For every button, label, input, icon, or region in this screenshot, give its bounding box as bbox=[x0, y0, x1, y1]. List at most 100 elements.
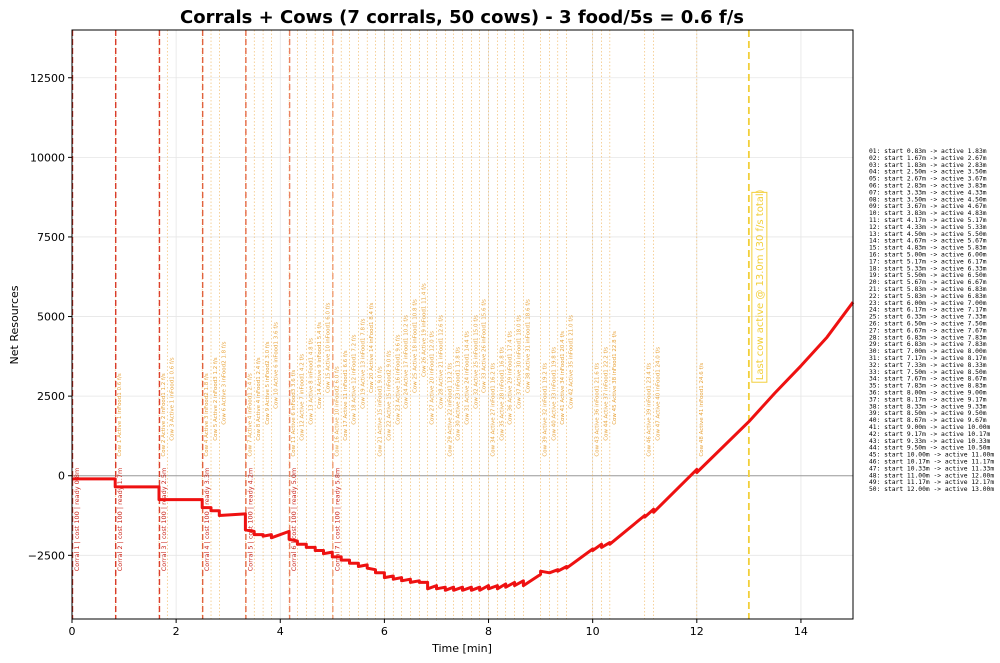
cow-label: Cow 48 Active 41 inFood1 24.6 f/s bbox=[699, 363, 705, 457]
cow-label: Cow 14 Active 9 inFood1 5.4 f/s bbox=[317, 322, 323, 409]
cow-label: Cow 38 Active 31 inFood1 18.6 f/s bbox=[525, 299, 531, 393]
axis-ticks: 0 2 4 6 8 10 12 14 −2500 0 2500 5000 7500 10000 12500 bbox=[28, 72, 808, 638]
schedule-entry: 45: start 10.00m -> active 11.00m bbox=[869, 452, 994, 459]
plot-frame bbox=[71, 29, 854, 620]
schedule-entry: 36: start 8.00m -> active 9.00m bbox=[869, 390, 987, 397]
schedule-entry: 07: start 3.33m -> active 4.33m bbox=[869, 189, 987, 196]
schedule-entry: 22: start 5.83m -> active 6.83m bbox=[869, 293, 987, 300]
cow-label: Cow 37 Active 30 inFood1 18.0 f/s bbox=[517, 315, 523, 409]
cow-label: Cow 40 Active 33 inFood1 19.8 f/s bbox=[551, 347, 557, 441]
schedule-entry: 16: start 5.00m -> active 6.00m bbox=[869, 252, 987, 259]
cow-label: Cow 21 Active 15 inFood1 9.0 f/s bbox=[378, 366, 384, 456]
schedule-entry: 32: start 7.33m -> active 8.33m bbox=[869, 362, 987, 369]
schedule-entry: 09: start 3.67m -> active 4.67m bbox=[869, 203, 987, 210]
x-tick-label: 8 bbox=[485, 625, 492, 638]
cow-label: Cow 35 Active 28 inFood1 16.8 f/s bbox=[499, 347, 505, 441]
x-tick-label: 0 bbox=[69, 625, 76, 638]
schedule-entry: 26: start 6.50m -> active 7.50m bbox=[869, 321, 987, 328]
cow-label: Cow 45 Active 38 inFood1 22.8 f/s bbox=[612, 331, 618, 425]
cow-label: Cow 5 Active 2 inFood3 1.2 f/s bbox=[213, 357, 219, 440]
cow-label: Cow 32 Active 25 inFood1 15.0 f/s bbox=[473, 315, 479, 409]
schedule-entry: 30: start 7.00m -> active 8.00m bbox=[869, 348, 987, 355]
corral-label: Corral 2 | cost 100 | ready 1.7m bbox=[116, 468, 124, 572]
cow-label: Cow 30 Active 23 inFood1 13.8 f/s bbox=[456, 347, 462, 441]
cow-label: Cow 26 Active 19 inFood1 11.4 f/s bbox=[421, 283, 427, 377]
corral-label: Corral 3 | cost 100 | ready 2.5m bbox=[160, 468, 168, 572]
cow-label: Cow 25 Active 18 inFood1 10.8 f/s bbox=[412, 299, 418, 393]
chart-title: Corrals + Cows (7 corrals, 50 cows) - 3 … bbox=[180, 7, 744, 28]
last-cow-box bbox=[751, 191, 768, 383]
cow-label: Cow 7 Active 4 inFood1 2.4 f/s bbox=[247, 373, 253, 456]
schedule-entry: 17: start 5.17m -> active 6.17m bbox=[869, 258, 987, 265]
schedule-entry: 35: start 7.83m -> active 8.83m bbox=[869, 383, 987, 390]
cow-label: Cow 28 Active 21 inFood1 12.6 f/s bbox=[438, 315, 444, 409]
cow-label: Cow 41 Active 34 inFood1 20.4 f/s bbox=[560, 331, 566, 425]
cow-label: Cow 27 Active 20 inFood1 12.0 f/s bbox=[430, 331, 436, 425]
schedule-entry: 38: start 8.33m -> active 9.33m bbox=[869, 403, 987, 410]
schedule-entry: 05: start 2.67m -> active 3.67m bbox=[869, 176, 987, 183]
schedule-entry: 19: start 5.50m -> active 6.50m bbox=[869, 272, 987, 279]
x-tick-label: 2 bbox=[173, 625, 180, 638]
schedule-entry: 02: start 1.67m -> active 2.67m bbox=[869, 155, 987, 162]
schedule-entry: 25: start 6.33m -> active 7.33m bbox=[869, 314, 987, 321]
x-axis-label: Time [min] bbox=[431, 642, 492, 655]
cow-label: Cow 15 Active 10 inFood1 6.0 f/s bbox=[325, 303, 331, 393]
corral-label: Corral 5 | cost 100 | ready 4.2m bbox=[246, 468, 254, 572]
schedule-entry: 27: start 6.67m -> active 7.67m bbox=[869, 327, 987, 334]
schedule-entry: 31: start 7.17m -> active 8.17m bbox=[869, 355, 987, 362]
schedule-entry: 04: start 2.50m -> active 3.50m bbox=[869, 169, 987, 176]
schedule-entry: 11: start 4.17m -> active 5.17m bbox=[869, 217, 987, 224]
cow-labels: Cow 1 Active 1 inFood1 0.6 f/s Cow 2 Acti… bbox=[117, 283, 705, 457]
schedule-entry: 15: start 4.83m -> active 5.83m bbox=[869, 245, 987, 252]
schedule-entry: 47: start 10.33m -> active 11.33m bbox=[869, 465, 994, 472]
schedule-entry: 33: start 7.50m -> active 8.50m bbox=[869, 369, 987, 376]
schedule-entry: 14: start 4.67m -> active 5.67m bbox=[869, 238, 987, 245]
cow-label: Cow 19 Active 13 inFood1 7.8 f/s bbox=[360, 318, 366, 408]
cow-label: Cow 29 Active 22 inFood1 13.2 f/s bbox=[447, 363, 453, 457]
y-tick-label: 0 bbox=[58, 470, 65, 483]
schedule-entry: 40: start 8.67m -> active 9.67m bbox=[869, 417, 987, 424]
cow-label: Cow 24 Active 17 inFood1 10.2 f/s bbox=[404, 315, 410, 409]
y-tick-label: 10000 bbox=[30, 151, 65, 164]
cow-label: Cow 46 Active 39 inFood1 23.4 f/s bbox=[647, 363, 653, 457]
cow-label: Cow 1 Active 1 inFood1 0.6 f/s bbox=[117, 373, 123, 456]
schedule-entry: 01: start 0.83m -> active 1.83m bbox=[869, 148, 987, 155]
cow-label: Cow 18 Active 12 inFood1 7.2 f/s bbox=[352, 334, 358, 424]
last-cow-marker: Last cow active @ 13.0m (30 f/s total) bbox=[747, 30, 768, 619]
cow-label: Cow 23 Active 16 inFood1 9.6 f/s bbox=[395, 334, 401, 424]
corral-label: Corral 4 | cost 100 | ready 3.3m bbox=[203, 468, 211, 572]
schedule-entry: 29: start 6.83m -> active 7.83m bbox=[869, 341, 987, 348]
schedule-entry: 49: start 11.17m -> active 12.17m bbox=[869, 479, 994, 486]
schedule-entry: 28: start 6.83m -> active 7.83m bbox=[869, 334, 987, 341]
cow-label: Cow 3 Active 1 inFood1 0.6 f/s bbox=[169, 357, 175, 440]
cow-label: Cow 33 Active 26 inFood1 15.6 f/s bbox=[482, 299, 488, 393]
corral-label: Corral 1 | cost 100 | ready 0.8m bbox=[73, 468, 81, 572]
schedule-entry: 48: start 11.00m -> active 12.00m bbox=[869, 472, 994, 479]
cow-label: Cow 13 Active 8 inFood1 4.8 f/s bbox=[308, 338, 314, 425]
y-tick-label: 12500 bbox=[30, 72, 65, 85]
corral-labels: Corral 1 | cost 100 | ready 0.8m Corral 2… bbox=[73, 468, 341, 572]
cow-label: Cow 36 Active 29 inFood1 17.4 f/s bbox=[508, 331, 514, 425]
schedule-entry: 46: start 10.17m -> active 11.17m bbox=[869, 459, 994, 466]
schedule-entry: 39: start 8.50m -> active 9.50m bbox=[869, 410, 987, 417]
schedule-entry: 10: start 3.83m -> active 4.83m bbox=[869, 210, 987, 217]
x-tick-label: 12 bbox=[690, 625, 704, 638]
cow-label: Cow 22 Active 15 inFood2 9.0 f/s bbox=[386, 350, 392, 440]
schedule-entry: 06: start 2.83m -> active 3.83m bbox=[869, 183, 987, 190]
y-axis-label: Net Resources bbox=[8, 285, 21, 364]
cow-label: Cow 9 Active 5 inFood2 3.0 f/s bbox=[265, 341, 271, 424]
schedule-entry: 20: start 5.67m -> active 6.67m bbox=[869, 279, 987, 286]
schedule-entry: 13: start 4.50m -> active 5.50m bbox=[869, 231, 987, 238]
cow-label: Cow 43 Active 36 inFood1 21.6 f/s bbox=[595, 363, 601, 457]
cow-label: Cow 12 Active 7 inFood1 4.2 f/s bbox=[299, 354, 305, 441]
cow-label: Cow 8 Active 4 inFood1 2.4 f/s bbox=[256, 357, 262, 440]
schedule-entry: 23: start 6.00m -> active 7.00m bbox=[869, 300, 987, 307]
cow-label: Cow 11 Active 6 inFood3 3.6 f/s bbox=[291, 370, 297, 457]
cow-label: Cow 39 Active 32 inFood1 19.2 f/s bbox=[543, 363, 549, 457]
cow-label: Cow 20 Active 14 inFood1 8.4 f/s bbox=[369, 303, 375, 393]
cow-label: Cow 44 Active 37 inFood1 22.2 f/s bbox=[604, 347, 610, 441]
corral-label: Corral 7 | cost 100 | ready 5.8m bbox=[333, 468, 341, 572]
cow-label: Cow 31 Active 24 inFood1 14.4 f/s bbox=[465, 331, 471, 425]
schedule-entry: 12: start 4.33m -> active 5.33m bbox=[869, 224, 987, 231]
